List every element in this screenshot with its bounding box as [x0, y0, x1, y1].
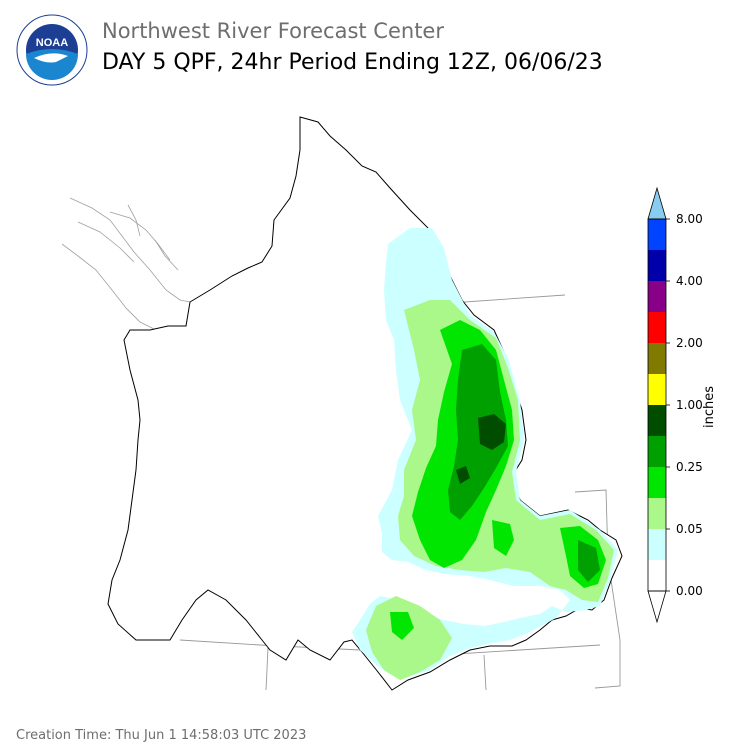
- legend-color-cell: [648, 374, 666, 405]
- precip-very-heavy: [456, 414, 506, 484]
- legend-tick-label: 2.00: [676, 336, 703, 350]
- noaa-logo: NOAA: [16, 14, 88, 86]
- legend-ticks: 8.00 4.00 2.00 1.00 0.25 0.05 0.00: [666, 212, 703, 598]
- legend-tick-label: 1.00: [676, 398, 703, 412]
- precip-legend: 8.00 4.00 2.00 1.00 0.25 0.05 0.00: [640, 180, 750, 630]
- legend-color-cell: [648, 498, 666, 529]
- legend-units-label: inches: [702, 385, 717, 428]
- legend-color-cell: [648, 312, 666, 343]
- legend-colorbar: [647, 186, 667, 624]
- legend-under-arrow: [647, 590, 667, 624]
- legend-tick-label: 4.00: [676, 274, 703, 288]
- legend-color-cell: [648, 343, 666, 374]
- legend-over-arrow: [647, 186, 667, 220]
- legend-tick-label: 0.25: [676, 460, 703, 474]
- creation-time: Creation Time: Thu Jun 1 14:58:03 UTC 20…: [16, 728, 307, 743]
- qpf-map: [40, 100, 640, 700]
- legend-color-cell: [648, 560, 666, 591]
- noaa-logo-text: NOAA: [36, 37, 68, 49]
- legend-tick-label: 0.00: [676, 584, 703, 598]
- center-name: Northwest River Forecast Center: [102, 19, 444, 43]
- legend-color-cell: [648, 281, 666, 312]
- legend-tick-label: 0.05: [676, 522, 703, 536]
- basin-outline: [107, 116, 623, 691]
- legend-color-cell: [648, 250, 666, 281]
- legend-color-cell: [648, 467, 666, 498]
- legend-color-cell: [648, 219, 666, 250]
- legend-color-cell: [648, 529, 666, 560]
- legend-color-cell: [648, 436, 666, 467]
- legend-color-cell: [648, 405, 666, 436]
- legend-tick-label: 8.00: [676, 212, 703, 226]
- product-title: DAY 5 QPF, 24hr Period Ending 12Z, 06/06…: [102, 50, 603, 75]
- coastline-canada: [61, 197, 191, 341]
